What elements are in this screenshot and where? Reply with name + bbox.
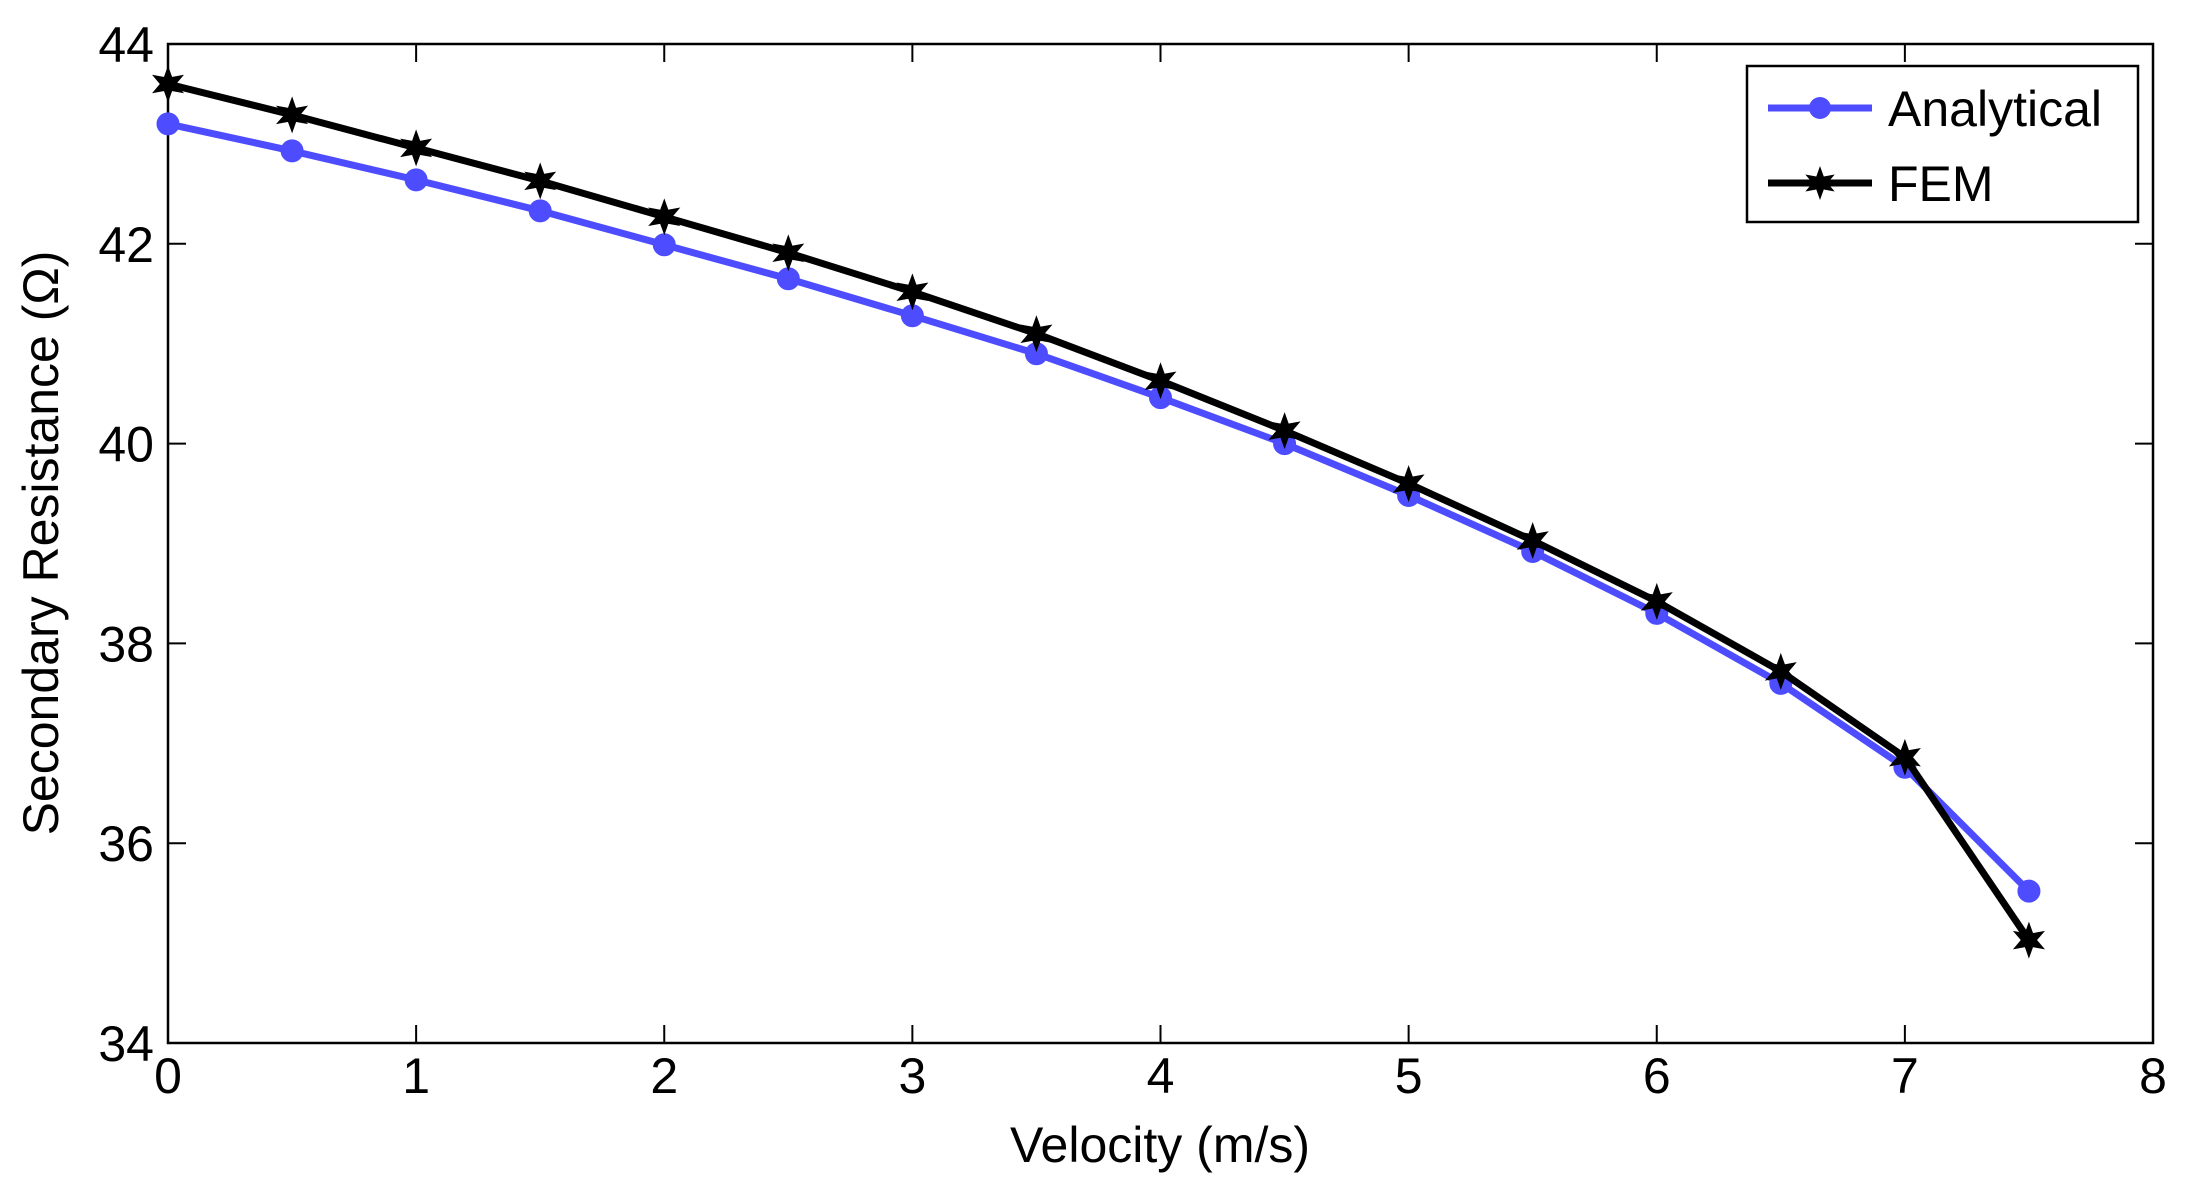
x-tick-label: 6 — [1643, 1048, 1671, 1104]
data-point — [2017, 879, 2041, 903]
y-tick-label: 34 — [98, 1016, 154, 1072]
data-point — [528, 199, 552, 223]
data-point — [2012, 921, 2045, 959]
y-tick-label: 40 — [98, 417, 154, 473]
series-line-fem — [164, 80, 2033, 944]
data-point — [1764, 652, 1797, 690]
legend-marker — [1805, 166, 1835, 200]
data-point — [280, 139, 304, 163]
series-line-analytical — [164, 120, 2033, 895]
data-point — [1268, 412, 1301, 450]
y-tick-label: 44 — [98, 17, 154, 73]
data-point — [156, 112, 180, 136]
legend: Analytical FEM — [1745, 64, 2140, 224]
data-point — [1020, 315, 1053, 353]
data-point — [404, 168, 428, 192]
legend-box — [1745, 64, 2140, 224]
legend-label: Analytical — [1888, 81, 2102, 137]
data-point — [1144, 362, 1177, 400]
data-point — [276, 96, 309, 134]
data-point — [1640, 582, 1673, 620]
x-tick-label: 4 — [1147, 1048, 1175, 1104]
legend-marker — [1809, 97, 1831, 119]
data-point — [400, 129, 433, 167]
data-point — [1888, 738, 1921, 776]
series-fem — [152, 65, 2045, 959]
legend-item-fem: FEM — [1768, 156, 1994, 212]
x-tick-labels: 0 1 2 3 4 5 6 7 8 — [154, 1048, 2167, 1104]
data-point — [1392, 465, 1425, 503]
axis-ticks — [167, 43, 2154, 1044]
data-point — [652, 233, 676, 257]
series-layer — [152, 65, 2045, 959]
x-tick-label: 0 — [154, 1048, 182, 1104]
x-tick-label: 5 — [1395, 1048, 1423, 1104]
y-tick-label: 42 — [98, 217, 154, 273]
data-point — [152, 65, 184, 103]
y-tick-labels: 34 36 38 40 42 44 — [98, 17, 154, 1072]
data-point — [896, 273, 929, 311]
x-tick-label: 1 — [402, 1048, 430, 1104]
data-point — [772, 234, 805, 272]
legend-label: FEM — [1888, 156, 1994, 212]
x-tick-label: 8 — [2139, 1048, 2167, 1104]
data-point — [1516, 522, 1549, 559]
x-tick-label: 7 — [1891, 1048, 1919, 1104]
legend-item-analytical: Analytical — [1768, 81, 2102, 137]
x-axis-label: Velocity (m/s) — [1010, 1117, 1310, 1173]
x-tick-label: 3 — [898, 1048, 926, 1104]
y-axis-label: Secondary Resistance (Ω) — [13, 251, 69, 836]
y-tick-label: 38 — [98, 616, 154, 672]
x-tick-label: 2 — [650, 1048, 678, 1104]
data-point — [524, 162, 557, 200]
data-point — [648, 198, 681, 236]
y-tick-label: 36 — [98, 816, 154, 872]
